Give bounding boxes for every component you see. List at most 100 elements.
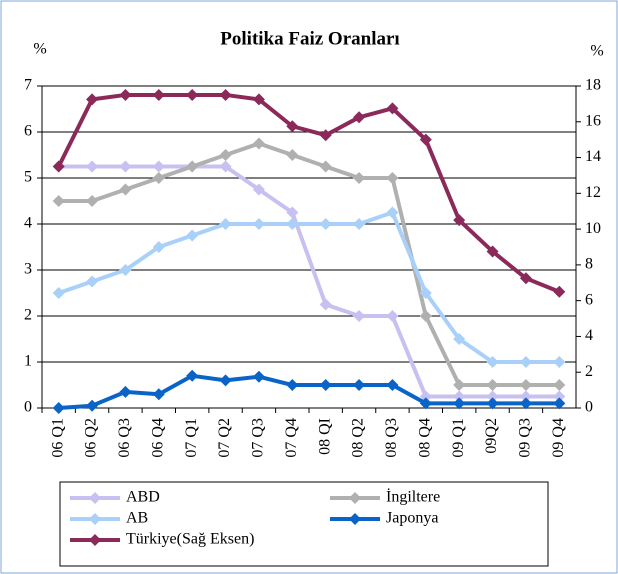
point bbox=[519, 379, 532, 391]
x-tick-label: 09 Q1 bbox=[450, 418, 467, 458]
y2-tick-label: 0 bbox=[585, 399, 593, 416]
point bbox=[152, 172, 165, 184]
y2-tick-label: 12 bbox=[585, 184, 601, 201]
point bbox=[486, 245, 499, 258]
y-tick-label: 1 bbox=[24, 353, 32, 370]
x-tick-label: 09 Q4 bbox=[550, 418, 567, 458]
point bbox=[286, 120, 299, 133]
point bbox=[486, 390, 499, 403]
x-tick-label: 09 Q3 bbox=[517, 418, 534, 458]
point bbox=[353, 379, 366, 391]
series-line bbox=[56, 92, 561, 294]
legend-label: Türkiye(Sağ Eksen) bbox=[126, 531, 254, 548]
chart-title: Politika Faiz Oranları bbox=[220, 28, 399, 49]
y-tick-label: 5 bbox=[24, 169, 32, 186]
point bbox=[553, 285, 566, 298]
point bbox=[52, 402, 65, 414]
point bbox=[252, 183, 265, 196]
point bbox=[86, 93, 99, 106]
point bbox=[186, 229, 199, 242]
point bbox=[286, 206, 299, 219]
point bbox=[519, 390, 532, 403]
point bbox=[186, 369, 199, 382]
point bbox=[252, 218, 265, 230]
y-tick-label: 4 bbox=[24, 215, 32, 232]
point bbox=[319, 160, 332, 173]
y-tick-label: 3 bbox=[24, 261, 32, 278]
point bbox=[419, 133, 432, 146]
point bbox=[453, 214, 466, 227]
point bbox=[319, 379, 332, 391]
point bbox=[219, 88, 232, 101]
point bbox=[152, 388, 165, 401]
point bbox=[219, 149, 232, 161]
y2-axis-label: % bbox=[590, 43, 603, 60]
point bbox=[319, 218, 332, 230]
y2-tick-label: 16 bbox=[585, 112, 601, 129]
legend-marker bbox=[349, 492, 361, 504]
point bbox=[286, 149, 299, 161]
point bbox=[52, 195, 65, 207]
x-tick-label: 06 Q4 bbox=[149, 418, 166, 458]
x-tick-label: 06 Q1 bbox=[49, 418, 66, 458]
legend-label: ABD bbox=[126, 489, 160, 506]
point bbox=[52, 287, 65, 299]
series-line bbox=[58, 210, 560, 364]
y-tick-label: 6 bbox=[24, 123, 32, 140]
x-tick-label: 06 Q2 bbox=[83, 418, 100, 458]
point bbox=[186, 160, 199, 173]
point bbox=[152, 88, 165, 101]
legend-marker bbox=[349, 513, 361, 525]
legend-box bbox=[59, 481, 549, 567]
point bbox=[486, 379, 499, 391]
y2-tick-label: 4 bbox=[585, 327, 593, 344]
point bbox=[119, 160, 132, 173]
point bbox=[119, 385, 132, 398]
legend-label: Japonya bbox=[386, 510, 438, 527]
point bbox=[419, 310, 432, 322]
point bbox=[219, 160, 232, 173]
x-tick-label: 08 Q4 bbox=[416, 418, 433, 458]
point bbox=[386, 379, 399, 391]
point bbox=[553, 397, 566, 410]
point bbox=[86, 160, 99, 173]
y2-tick-label: 6 bbox=[585, 291, 593, 308]
point bbox=[386, 206, 399, 219]
point bbox=[519, 356, 532, 368]
y2-tick-label: 10 bbox=[585, 220, 601, 237]
x-tick-label: 07 Q4 bbox=[283, 418, 300, 458]
point bbox=[219, 218, 232, 230]
legend-label: AB bbox=[126, 510, 148, 527]
point bbox=[286, 379, 299, 391]
point bbox=[553, 356, 566, 368]
point bbox=[519, 397, 532, 410]
point bbox=[453, 397, 466, 410]
point bbox=[319, 298, 332, 311]
legend-marker bbox=[89, 513, 101, 525]
series-line bbox=[58, 164, 560, 399]
x-tick-label: 07 Q3 bbox=[250, 418, 267, 458]
y-tick-label: 0 bbox=[24, 399, 32, 416]
point bbox=[419, 287, 432, 299]
series-line bbox=[58, 373, 560, 410]
x-tick-label: 09Q2 bbox=[483, 418, 500, 454]
y2-tick-label: 18 bbox=[585, 77, 601, 94]
point bbox=[86, 195, 99, 207]
x-tick-label: 08 QI bbox=[316, 418, 333, 455]
point bbox=[219, 374, 232, 387]
y-tick-label: 7 bbox=[24, 77, 32, 94]
x-tick-label: 07 Q1 bbox=[183, 418, 200, 458]
point bbox=[353, 218, 366, 230]
point bbox=[252, 137, 265, 150]
point bbox=[119, 264, 132, 276]
y-axis-label: % bbox=[33, 41, 46, 58]
point bbox=[152, 160, 165, 173]
point bbox=[486, 397, 499, 410]
legend-marker bbox=[89, 534, 101, 546]
y2-tick-label: 8 bbox=[585, 256, 593, 273]
point bbox=[86, 399, 99, 412]
x-tick-label: 07 Q2 bbox=[216, 418, 233, 458]
point bbox=[386, 172, 399, 184]
point bbox=[119, 183, 132, 196]
point bbox=[319, 129, 332, 142]
